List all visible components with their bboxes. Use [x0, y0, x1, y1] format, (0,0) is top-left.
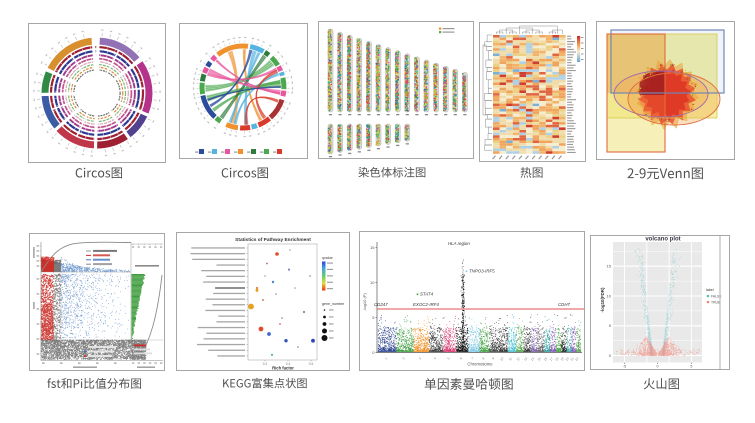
svg-text:Chromosome: Chromosome [467, 362, 493, 367]
svg-text:19: 19 [560, 356, 565, 361]
svg-text:14: 14 [530, 356, 535, 361]
svg-text:0: 0 [609, 353, 612, 358]
svg-text:5: 5 [446, 356, 450, 360]
svg-text:16: 16 [543, 356, 548, 361]
svg-text:17: 17 [549, 356, 554, 361]
svg-text:-5: -5 [623, 365, 626, 369]
svg-text:0.4: 0.4 [286, 362, 291, 366]
svg-text:0: 0 [657, 365, 659, 369]
svg-text:-log10(FDR): -log10(FDR) [600, 287, 605, 312]
svg-text:15: 15 [607, 264, 612, 269]
svg-text:0.2: 0.2 [263, 362, 268, 366]
svg-text:4: 4 [433, 356, 437, 360]
svg-text:0.6: 0.6 [309, 362, 314, 366]
svg-text:22: 22 [574, 356, 579, 361]
svg-text:CD247: CD247 [374, 302, 388, 307]
svg-text:qvalue: qvalue [322, 256, 333, 260]
svg-text:5: 5 [690, 365, 692, 369]
svg-text:10: 10 [370, 280, 375, 285]
svg-text:Rich factor: Rich factor [272, 366, 294, 371]
svg-text:2: 2 [402, 356, 406, 360]
svg-text:EXOC2-IRF4: EXOC2-IRF4 [413, 302, 439, 307]
svg-text:15: 15 [370, 245, 375, 250]
svg-text:CDH7: CDH7 [558, 302, 571, 307]
svg-text:gene_number: gene_number [322, 302, 345, 306]
svg-text:15: 15 [537, 356, 542, 361]
svg-text:STAT4: STAT4 [420, 292, 434, 297]
svg-text:Statistics of Pathway Enrichme: Statistics of Pathway Enrichment [235, 237, 311, 243]
svg-text:13: 13 [523, 356, 528, 361]
svg-text:12: 12 [516, 356, 521, 361]
svg-text:0: 0 [372, 350, 375, 355]
svg-text:-log10 (P): -log10 (P) [362, 293, 367, 311]
svg-text:10: 10 [607, 293, 612, 298]
svg-text:volcano plot: volcano plot [645, 237, 680, 243]
svg-text:10: 10 [499, 356, 504, 361]
svg-text:TNPO3-IRF5: TNPO3-IRF5 [469, 269, 495, 274]
svg-text:11: 11 [508, 356, 513, 361]
svg-text:HLA region: HLA region [448, 241, 470, 246]
svg-text:8: 8 [481, 356, 485, 360]
svg-text:TRUE: TRUE [711, 300, 721, 304]
svg-text:21: 21 [570, 356, 575, 361]
svg-text:FALSE: FALSE [711, 294, 722, 298]
svg-text:1: 1 [384, 356, 388, 360]
svg-text:5: 5 [609, 323, 612, 328]
svg-text:18: 18 [554, 356, 559, 361]
svg-text:5: 5 [372, 315, 375, 320]
svg-text:label: label [706, 288, 714, 292]
svg-text:20: 20 [565, 356, 570, 361]
svg-text:9: 9 [491, 356, 495, 360]
svg-text:7: 7 [471, 356, 475, 360]
svg-text:6: 6 [459, 356, 463, 360]
svg-text:3: 3 [418, 356, 422, 360]
